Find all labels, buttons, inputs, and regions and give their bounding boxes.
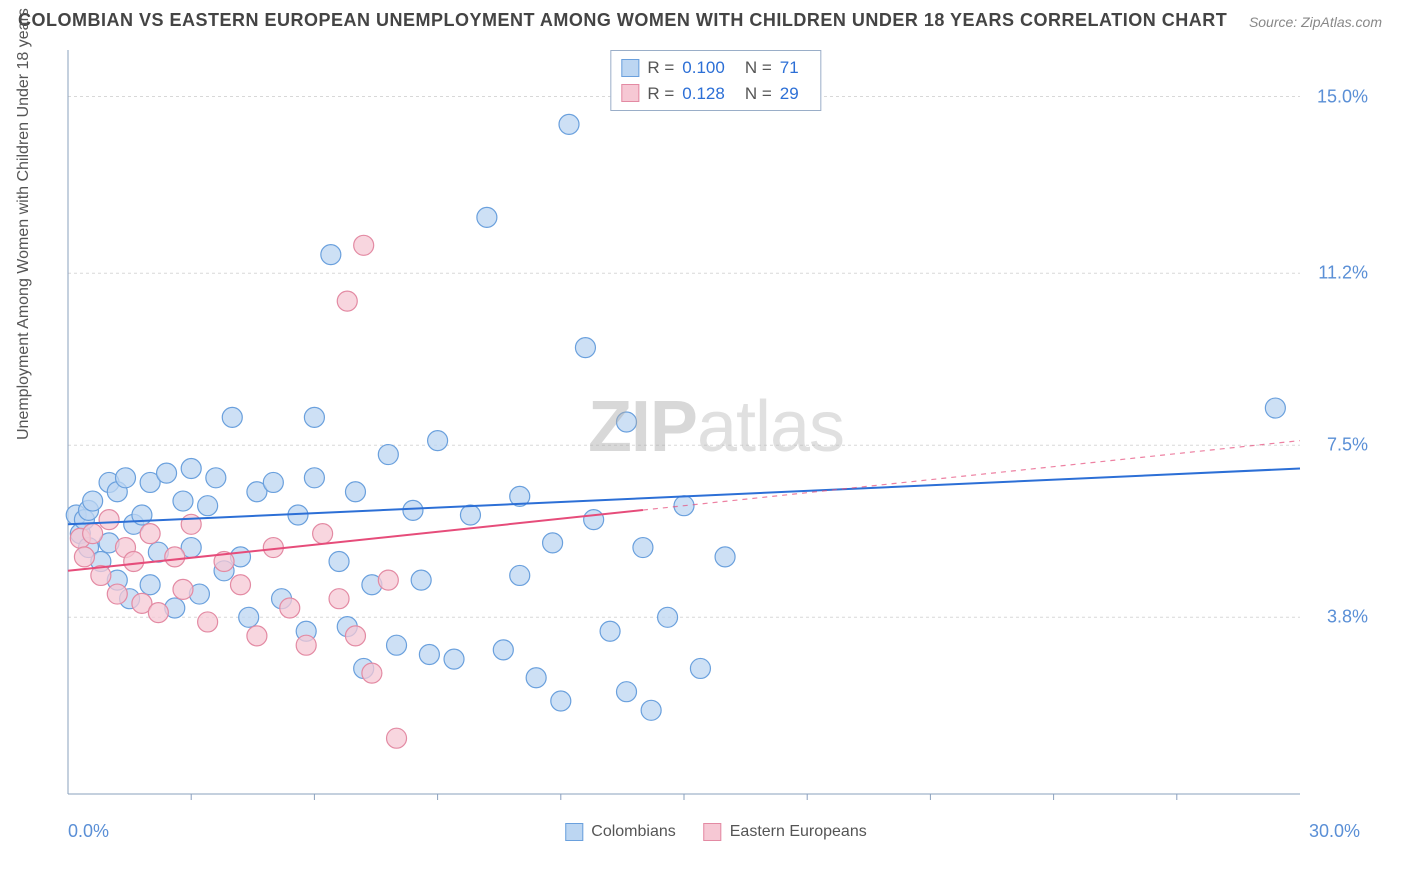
legend-label-colombians: Colombians — [591, 823, 675, 841]
chart-container: COLOMBIAN VS EASTERN EUROPEAN UNEMPLOYME… — [0, 0, 1406, 892]
swatch-colombians — [621, 59, 639, 77]
y-tick-label: 15.0% — [1317, 86, 1368, 107]
legend-item-eastern: Eastern Europeans — [704, 823, 867, 841]
stats-row-colombians: R = 0.100 N = 71 — [621, 55, 810, 81]
y-tick-label: 7.5% — [1327, 435, 1368, 456]
stats-legend: R = 0.100 N = 71 R = 0.128 N = 29 — [610, 50, 821, 111]
source-credit: Source: ZipAtlas.com — [1249, 14, 1382, 30]
legend-item-colombians: Colombians — [565, 823, 675, 841]
x-tick-label-min: 0.0% — [68, 821, 109, 842]
y-axis-label: Unemployment Among Women with Children U… — [15, 8, 33, 440]
legend-label-eastern: Eastern Europeans — [730, 823, 867, 841]
y-tick-label: 3.8% — [1327, 607, 1368, 628]
swatch-eastern — [621, 84, 639, 102]
chart-svg — [60, 48, 1372, 838]
series-legend: Colombians Eastern Europeans — [565, 823, 866, 841]
y-tick-label: 11.2% — [1318, 263, 1368, 284]
chart-title: COLOMBIAN VS EASTERN EUROPEAN UNEMPLOYME… — [18, 10, 1227, 31]
x-tick-label-max: 30.0% — [1309, 821, 1360, 842]
stats-row-eastern: R = 0.128 N = 29 — [621, 81, 810, 107]
swatch-colombians-icon — [565, 823, 583, 841]
plot-area: ZIPatlas R = 0.100 N = 71 R = 0.128 N = … — [60, 48, 1372, 838]
swatch-eastern-icon — [704, 823, 722, 841]
